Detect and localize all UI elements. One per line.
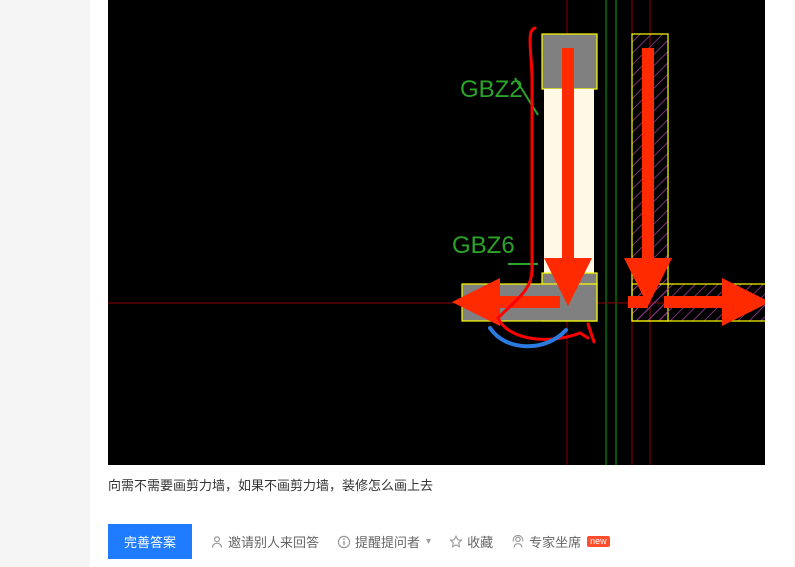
invite-answer-link[interactable]: 邀请别人来回答: [210, 532, 319, 551]
remind-asker-link[interactable]: 提醒提问者 ▾: [337, 532, 431, 551]
svg-text:GBZ2: GBZ2: [460, 76, 523, 103]
favorite-link[interactable]: 收藏: [449, 532, 493, 551]
cad-diagram-image: GBZ2 GBZ6: [108, 0, 765, 465]
svg-text:GBZ6: GBZ6: [452, 232, 515, 259]
person-icon: [210, 535, 224, 549]
improve-answer-button[interactable]: 完善答案: [108, 524, 192, 559]
new-badge: new: [587, 536, 610, 547]
chevron-down-icon: ▾: [426, 536, 431, 547]
action-bar: 完善答案 邀请别人来回答 提醒提问者 ▾ 收藏: [108, 524, 776, 559]
info-icon: [337, 535, 351, 549]
headset-icon: [511, 535, 525, 549]
star-icon: [449, 535, 463, 549]
expert-seat-label: 专家坐席: [529, 532, 581, 551]
favorite-label: 收藏: [467, 532, 493, 551]
remind-asker-label: 提醒提问者: [355, 532, 420, 551]
invite-answer-label: 邀请别人来回答: [228, 532, 319, 551]
expert-seat-link[interactable]: 专家坐席 new: [511, 532, 610, 551]
image-caption: 向需不需要画剪力墙，如果不画剪力墙，装修怎么画上去: [108, 475, 776, 494]
